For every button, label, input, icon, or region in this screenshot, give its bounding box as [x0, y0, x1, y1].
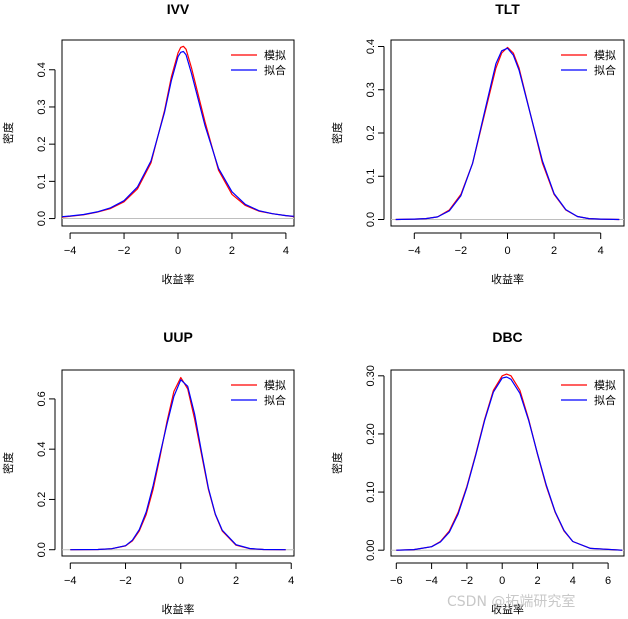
x-tick-label: −2 — [461, 575, 474, 587]
series-line-fitted — [61, 50, 295, 218]
x-tick-label: 4 — [288, 575, 294, 587]
y-tick-label: 0.4 — [36, 62, 48, 77]
plot-frame — [61, 369, 295, 557]
chart-title: DBC — [492, 329, 522, 345]
y-tick-label: 0.2 — [365, 125, 377, 140]
y-tick-label: 0.30 — [365, 365, 377, 386]
legend-label: 拟合 — [264, 393, 286, 407]
chart-title: TLT — [495, 1, 520, 17]
x-tick-label: −2 — [455, 245, 468, 257]
x-tick-label: −4 — [408, 245, 421, 257]
y-tick-label: 0.3 — [36, 99, 48, 114]
legend-label: 模拟 — [264, 378, 286, 392]
x-tick-label: −4 — [425, 575, 438, 587]
x-tick-label: 2 — [551, 245, 557, 257]
y-tick-label: 0.0 — [365, 212, 377, 227]
y-tick-label: 0.20 — [365, 423, 377, 444]
plot-frame — [61, 39, 295, 227]
chart-title: IVV — [167, 1, 190, 17]
y-tick-label: 0.3 — [365, 82, 377, 97]
x-tick-label: −4 — [64, 245, 77, 257]
x-tick-label: 0 — [178, 575, 184, 587]
x-tick-label: 4 — [283, 245, 289, 257]
x-axis-label: 收益率 — [162, 272, 195, 286]
series-line-fitted — [396, 376, 623, 551]
x-tick-label: 2 — [229, 245, 235, 257]
y-tick-label: 0.1 — [36, 174, 48, 189]
plot-frame — [390, 369, 625, 557]
y-tick-label: 0.0 — [36, 542, 48, 557]
x-tick-label: −2 — [119, 575, 132, 587]
watermark: CSDN @拓端研究室 — [447, 593, 575, 610]
x-tick-label: 0 — [504, 245, 510, 257]
plot-frame — [390, 39, 625, 227]
y-tick-label: 0.2 — [36, 137, 48, 152]
x-tick-label: −2 — [118, 245, 131, 257]
series-line-fitted — [395, 47, 620, 221]
y-tick-label: 0.6 — [36, 391, 48, 406]
chart-title: UUP — [163, 329, 193, 345]
legend-label: 拟合 — [264, 63, 286, 77]
y-tick-label: 0.4 — [365, 39, 377, 54]
x-tick-label: 2 — [534, 575, 540, 587]
x-tick-label: 4 — [598, 245, 604, 257]
y-axis-label: 密度 — [1, 452, 15, 474]
y-tick-label: 0.00 — [365, 539, 377, 560]
x-axis-label: 收益率 — [162, 602, 195, 616]
y-axis-label: 密度 — [330, 122, 344, 144]
y-axis-label: 密度 — [1, 122, 15, 144]
legend-label: 模拟 — [594, 48, 616, 62]
y-tick-label: 0.10 — [365, 481, 377, 502]
legend-label: 拟合 — [594, 63, 616, 77]
x-tick-label: −6 — [390, 575, 403, 587]
legend-label: 模拟 — [594, 378, 616, 392]
legend-label: 拟合 — [594, 393, 616, 407]
x-tick-label: 0 — [499, 575, 505, 587]
series-line-fitted — [70, 379, 286, 551]
x-tick-label: 6 — [605, 575, 611, 587]
y-axis-label: 密度 — [330, 452, 344, 474]
y-tick-label: 0.4 — [36, 442, 48, 457]
x-axis-label: 收益率 — [491, 602, 524, 616]
y-tick-label: 0.0 — [36, 211, 48, 226]
x-tick-label: 2 — [233, 575, 239, 587]
x-tick-label: 0 — [175, 245, 181, 257]
x-axis-label: 收益率 — [491, 272, 524, 286]
x-tick-label: 4 — [570, 575, 576, 587]
x-tick-label: −4 — [64, 575, 77, 587]
legend-label: 模拟 — [264, 48, 286, 62]
y-tick-label: 0.2 — [36, 492, 48, 507]
y-tick-label: 0.1 — [365, 169, 377, 184]
